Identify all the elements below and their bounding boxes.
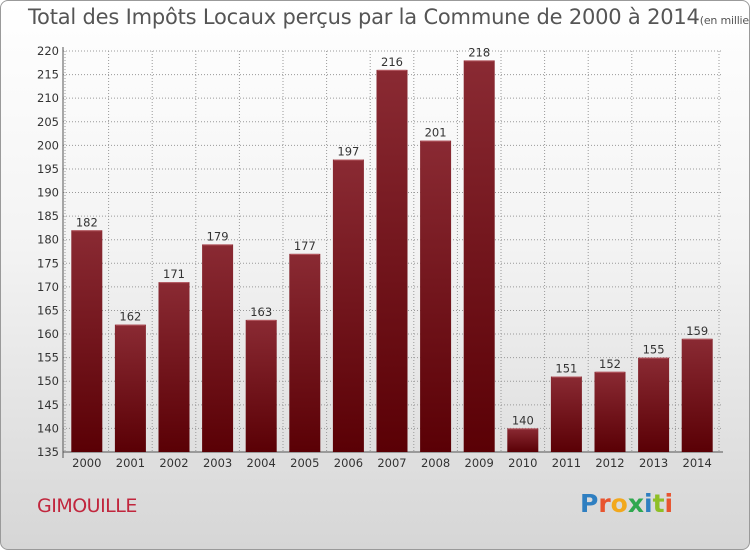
chart-title-text: Total des Impôts Locaux perçus par la Co… xyxy=(28,5,700,29)
data-label: 218 xyxy=(468,45,490,59)
data-label: 163 xyxy=(250,305,272,319)
bar xyxy=(594,371,626,452)
logo-letter: r xyxy=(598,489,611,518)
y-tick-label: 190 xyxy=(37,186,59,200)
x-tick-label: 2013 xyxy=(639,456,668,470)
y-tick-label: 150 xyxy=(37,374,59,388)
y-tick-label: 175 xyxy=(37,256,59,270)
y-tick-label: 200 xyxy=(37,138,59,152)
y-tick-label: 165 xyxy=(37,303,59,317)
data-label: 177 xyxy=(294,239,316,253)
chart-title-unit: (en milliers d'€) xyxy=(699,14,749,27)
bar xyxy=(638,357,670,452)
data-label: 216 xyxy=(381,55,403,69)
bar xyxy=(245,319,277,452)
y-tick-label: 160 xyxy=(37,327,59,341)
y-tick-label: 170 xyxy=(37,280,59,294)
x-tick-label: 2009 xyxy=(465,456,494,470)
data-label: 155 xyxy=(643,343,665,357)
y-tick-label: 140 xyxy=(37,421,59,435)
bar xyxy=(202,244,234,452)
logo-letter: i xyxy=(644,489,653,518)
y-tick-label: 185 xyxy=(37,209,59,223)
x-tick-label: 2002 xyxy=(159,456,188,470)
x-tick-label: 2007 xyxy=(377,456,406,470)
logo-letter: i xyxy=(664,489,674,518)
x-tick-label: 2008 xyxy=(421,456,450,470)
proxiti-logo: Proxiti xyxy=(580,489,673,518)
x-tick-label: 2003 xyxy=(203,456,232,470)
data-label: 182 xyxy=(76,215,98,229)
data-label: 171 xyxy=(163,267,185,281)
logo-letter: x xyxy=(627,489,644,518)
x-tick-label: 2010 xyxy=(508,456,537,470)
data-label: 159 xyxy=(686,324,708,338)
y-tick-label: 180 xyxy=(37,233,59,247)
y-tick-label: 210 xyxy=(37,91,59,105)
chart-title: Total des Impôts Locaux perçus par la Co… xyxy=(28,5,749,29)
data-label: 197 xyxy=(337,145,359,159)
bar xyxy=(376,69,408,452)
bar xyxy=(463,60,495,452)
bar xyxy=(507,428,539,452)
data-label: 151 xyxy=(555,362,577,376)
logo-letter: P xyxy=(580,489,599,518)
y-tick-label: 145 xyxy=(37,398,59,412)
commune-name: GIMOUILLE xyxy=(37,495,137,517)
y-tick-label: 215 xyxy=(37,68,59,82)
x-tick-label: 2014 xyxy=(683,456,712,470)
data-label: 201 xyxy=(425,126,447,140)
bar xyxy=(681,338,713,452)
bar xyxy=(114,324,146,452)
x-tick-label: 2012 xyxy=(595,456,624,470)
bar xyxy=(332,159,364,452)
bar xyxy=(550,376,582,452)
data-label: 179 xyxy=(207,229,229,243)
logo-letter: t xyxy=(652,489,665,518)
x-tick-label: 2006 xyxy=(334,456,363,470)
data-label: 152 xyxy=(599,357,621,371)
x-tick-label: 2004 xyxy=(247,456,276,470)
y-tick-label: 220 xyxy=(37,44,59,58)
y-tick-label: 135 xyxy=(37,445,59,459)
y-tick-label: 195 xyxy=(37,162,59,176)
x-tick-label: 2011 xyxy=(552,456,581,470)
y-tick-label: 205 xyxy=(37,115,59,129)
bar xyxy=(158,282,190,452)
logo-letter: o xyxy=(610,489,628,518)
data-label: 162 xyxy=(119,310,141,324)
y-tick-label: 155 xyxy=(37,351,59,365)
x-tick-label: 2000 xyxy=(72,456,101,470)
bar xyxy=(289,253,321,452)
x-tick-label: 2005 xyxy=(290,456,319,470)
bar xyxy=(71,230,103,452)
data-label: 140 xyxy=(512,413,534,427)
x-tick-label: 2001 xyxy=(116,456,145,470)
bar xyxy=(420,140,452,452)
